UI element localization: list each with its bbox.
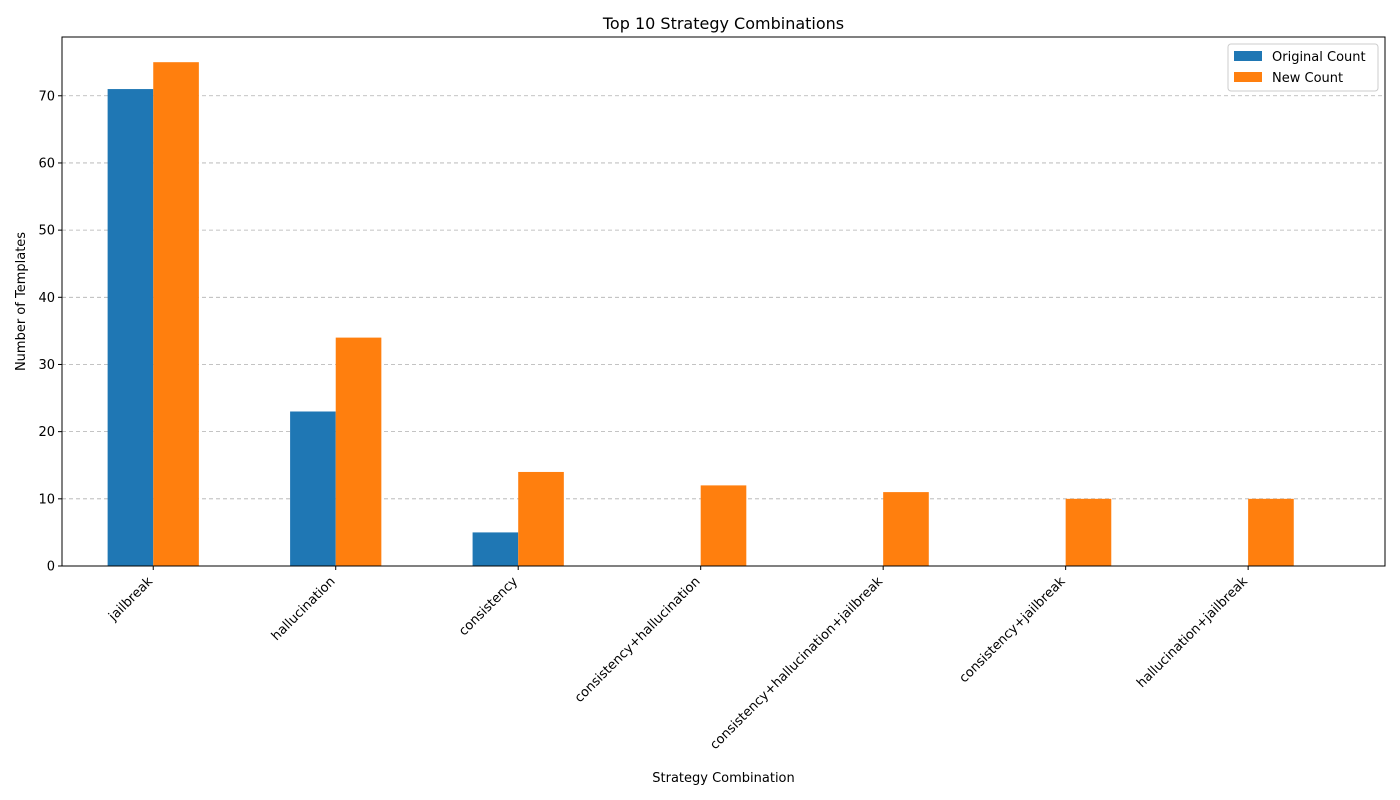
legend: Original Count New Count xyxy=(1227,43,1379,92)
y-tick-label: 70 xyxy=(38,89,55,104)
bar-new-6 xyxy=(1248,498,1294,566)
grid-lines xyxy=(62,95,1385,500)
legend-swatch xyxy=(1234,51,1262,61)
legend-label: New Count xyxy=(1272,71,1343,86)
y-tick-label: 50 xyxy=(38,224,55,239)
bar-new-5 xyxy=(1065,498,1112,566)
bar-new-2 xyxy=(518,471,564,566)
x-axis-label: Strategy Combination xyxy=(652,771,795,786)
bar-original-1 xyxy=(290,411,336,566)
legend-swatch xyxy=(1234,72,1262,82)
bar-new-3 xyxy=(700,485,747,566)
y-ticks: 0 10 20 30 40 50 60 70 xyxy=(38,89,62,575)
y-tick-label: 10 xyxy=(38,492,55,507)
chart-title: Top 10 Strategy Combinations xyxy=(602,14,844,33)
y-tick-label: 30 xyxy=(38,358,55,373)
legend-box xyxy=(1227,43,1379,92)
y-tick-label: 20 xyxy=(38,425,55,440)
y-tick-label: 40 xyxy=(38,291,55,306)
y-tick-label: 60 xyxy=(38,156,55,171)
bar-original-2 xyxy=(472,532,519,566)
bar-new-0 xyxy=(153,62,199,566)
bar-new-4 xyxy=(883,492,929,566)
plot-frame xyxy=(61,36,1386,567)
y-axis-label: Number of Templates xyxy=(14,232,29,371)
bar-new-1 xyxy=(335,337,382,566)
bars xyxy=(107,62,1294,567)
y-tick-label: 0 xyxy=(47,560,55,575)
legend-label: Original Count xyxy=(1272,50,1366,65)
bar-original-0 xyxy=(107,89,154,567)
